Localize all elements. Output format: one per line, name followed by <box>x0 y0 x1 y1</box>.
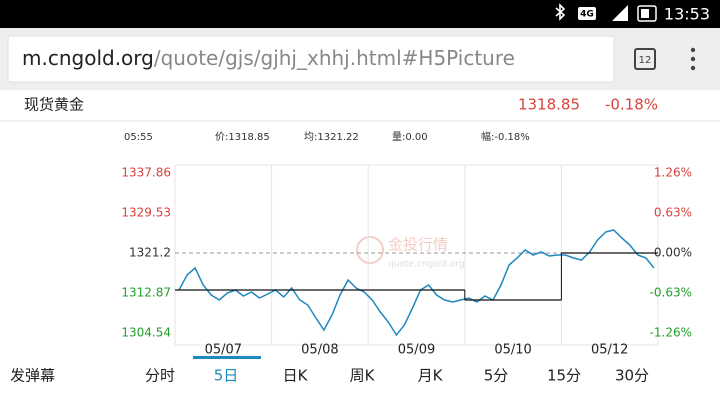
chart: 1337.86 1329.53 1321.2 1312.87 1304.54 1.26% 0… <box>121 164 692 358</box>
info-row: 05:55 价:1318.85 均:1321.22 量:0.00 幅:-0.18… <box>124 130 530 143</box>
info-avg: 均:1321.22 <box>304 131 359 143</box>
x-tick-label: 05/07 <box>205 343 242 358</box>
watermark: 金投行情 quote.cngold.org <box>356 236 465 270</box>
info-time: 05:55 <box>124 132 153 143</box>
network-label: 4G <box>580 10 594 20</box>
x-tick-label: 05/08 <box>301 343 338 358</box>
address-bar[interactable] <box>7 35 615 83</box>
period-tab[interactable]: 月K <box>418 367 444 385</box>
period-tabs: 分时 5日 日K 周K 月K 5分 15分 30分 <box>145 356 649 385</box>
y-tick-label: 1321.2 <box>129 246 171 260</box>
y-tick-label: 1304.54 <box>121 325 171 339</box>
info-volume: 量:0.00 <box>392 131 428 143</box>
quote-change: -0.18% <box>605 96 658 114</box>
period-tab[interactable]: 周K <box>350 367 376 385</box>
network-badge <box>578 7 596 20</box>
status-bar <box>0 0 720 28</box>
quote-name: 现货黄金 <box>24 96 84 114</box>
period-tab[interactable]: 30分 <box>615 367 649 385</box>
y2-tick-label: -0.63% <box>650 286 692 300</box>
url-domain: m.cngold.org <box>22 46 154 70</box>
price-line <box>178 229 655 337</box>
y2-tick-label: -1.26% <box>650 325 692 339</box>
bluetooth-icon <box>555 3 566 21</box>
info-price: 价:1318.85 <box>215 131 270 143</box>
watermark-url: quote.cngold.org <box>388 260 465 270</box>
quote-price: 1318.85 <box>518 96 580 114</box>
clock: 13:53 <box>664 5 710 24</box>
period-tab[interactable]: 15分 <box>547 367 581 385</box>
watermark-title: 金投行情 <box>388 236 448 254</box>
url-path: /quote/gjs/gjhj_xhhj.html#H5Picture <box>154 46 515 70</box>
tab-indicator <box>193 356 261 359</box>
y2-tick-label: 1.26% <box>654 166 692 180</box>
bottom-bar <box>0 358 720 405</box>
danmaku-button[interactable]: 发弹幕 <box>10 367 55 385</box>
period-tab[interactable]: 日K <box>283 367 309 385</box>
menu-button[interactable] <box>690 47 696 71</box>
url: m.cngold.org/quote/gjs/gjhj_xhhj.html#H5… <box>22 46 515 70</box>
period-tab[interactable]: 5分 <box>484 367 509 385</box>
y-tick-label: 1337.86 <box>121 166 171 180</box>
x-tick-label: 05/10 <box>494 343 531 358</box>
info-range: 幅:-0.18% <box>481 130 530 143</box>
y2-tick-label: 0.63% <box>654 206 692 220</box>
x-tick-label: 05/09 <box>398 343 435 358</box>
period-tab[interactable]: 5日 <box>214 367 239 385</box>
tab-switcher[interactable] <box>634 48 656 70</box>
y2-tick-label: 0.00% <box>654 246 692 260</box>
period-tab[interactable]: 分时 <box>145 367 175 385</box>
battery-icon <box>637 5 657 22</box>
x-tick-label: 05/12 <box>591 343 628 358</box>
tab-count: 12 <box>639 55 652 66</box>
watermark-logo <box>356 236 384 264</box>
battery-level <box>641 9 649 18</box>
signal-icon <box>612 5 628 21</box>
plot-frame <box>174 164 659 346</box>
y-tick-label: 1329.53 <box>121 206 171 220</box>
y-tick-label: 1312.87 <box>121 286 171 300</box>
